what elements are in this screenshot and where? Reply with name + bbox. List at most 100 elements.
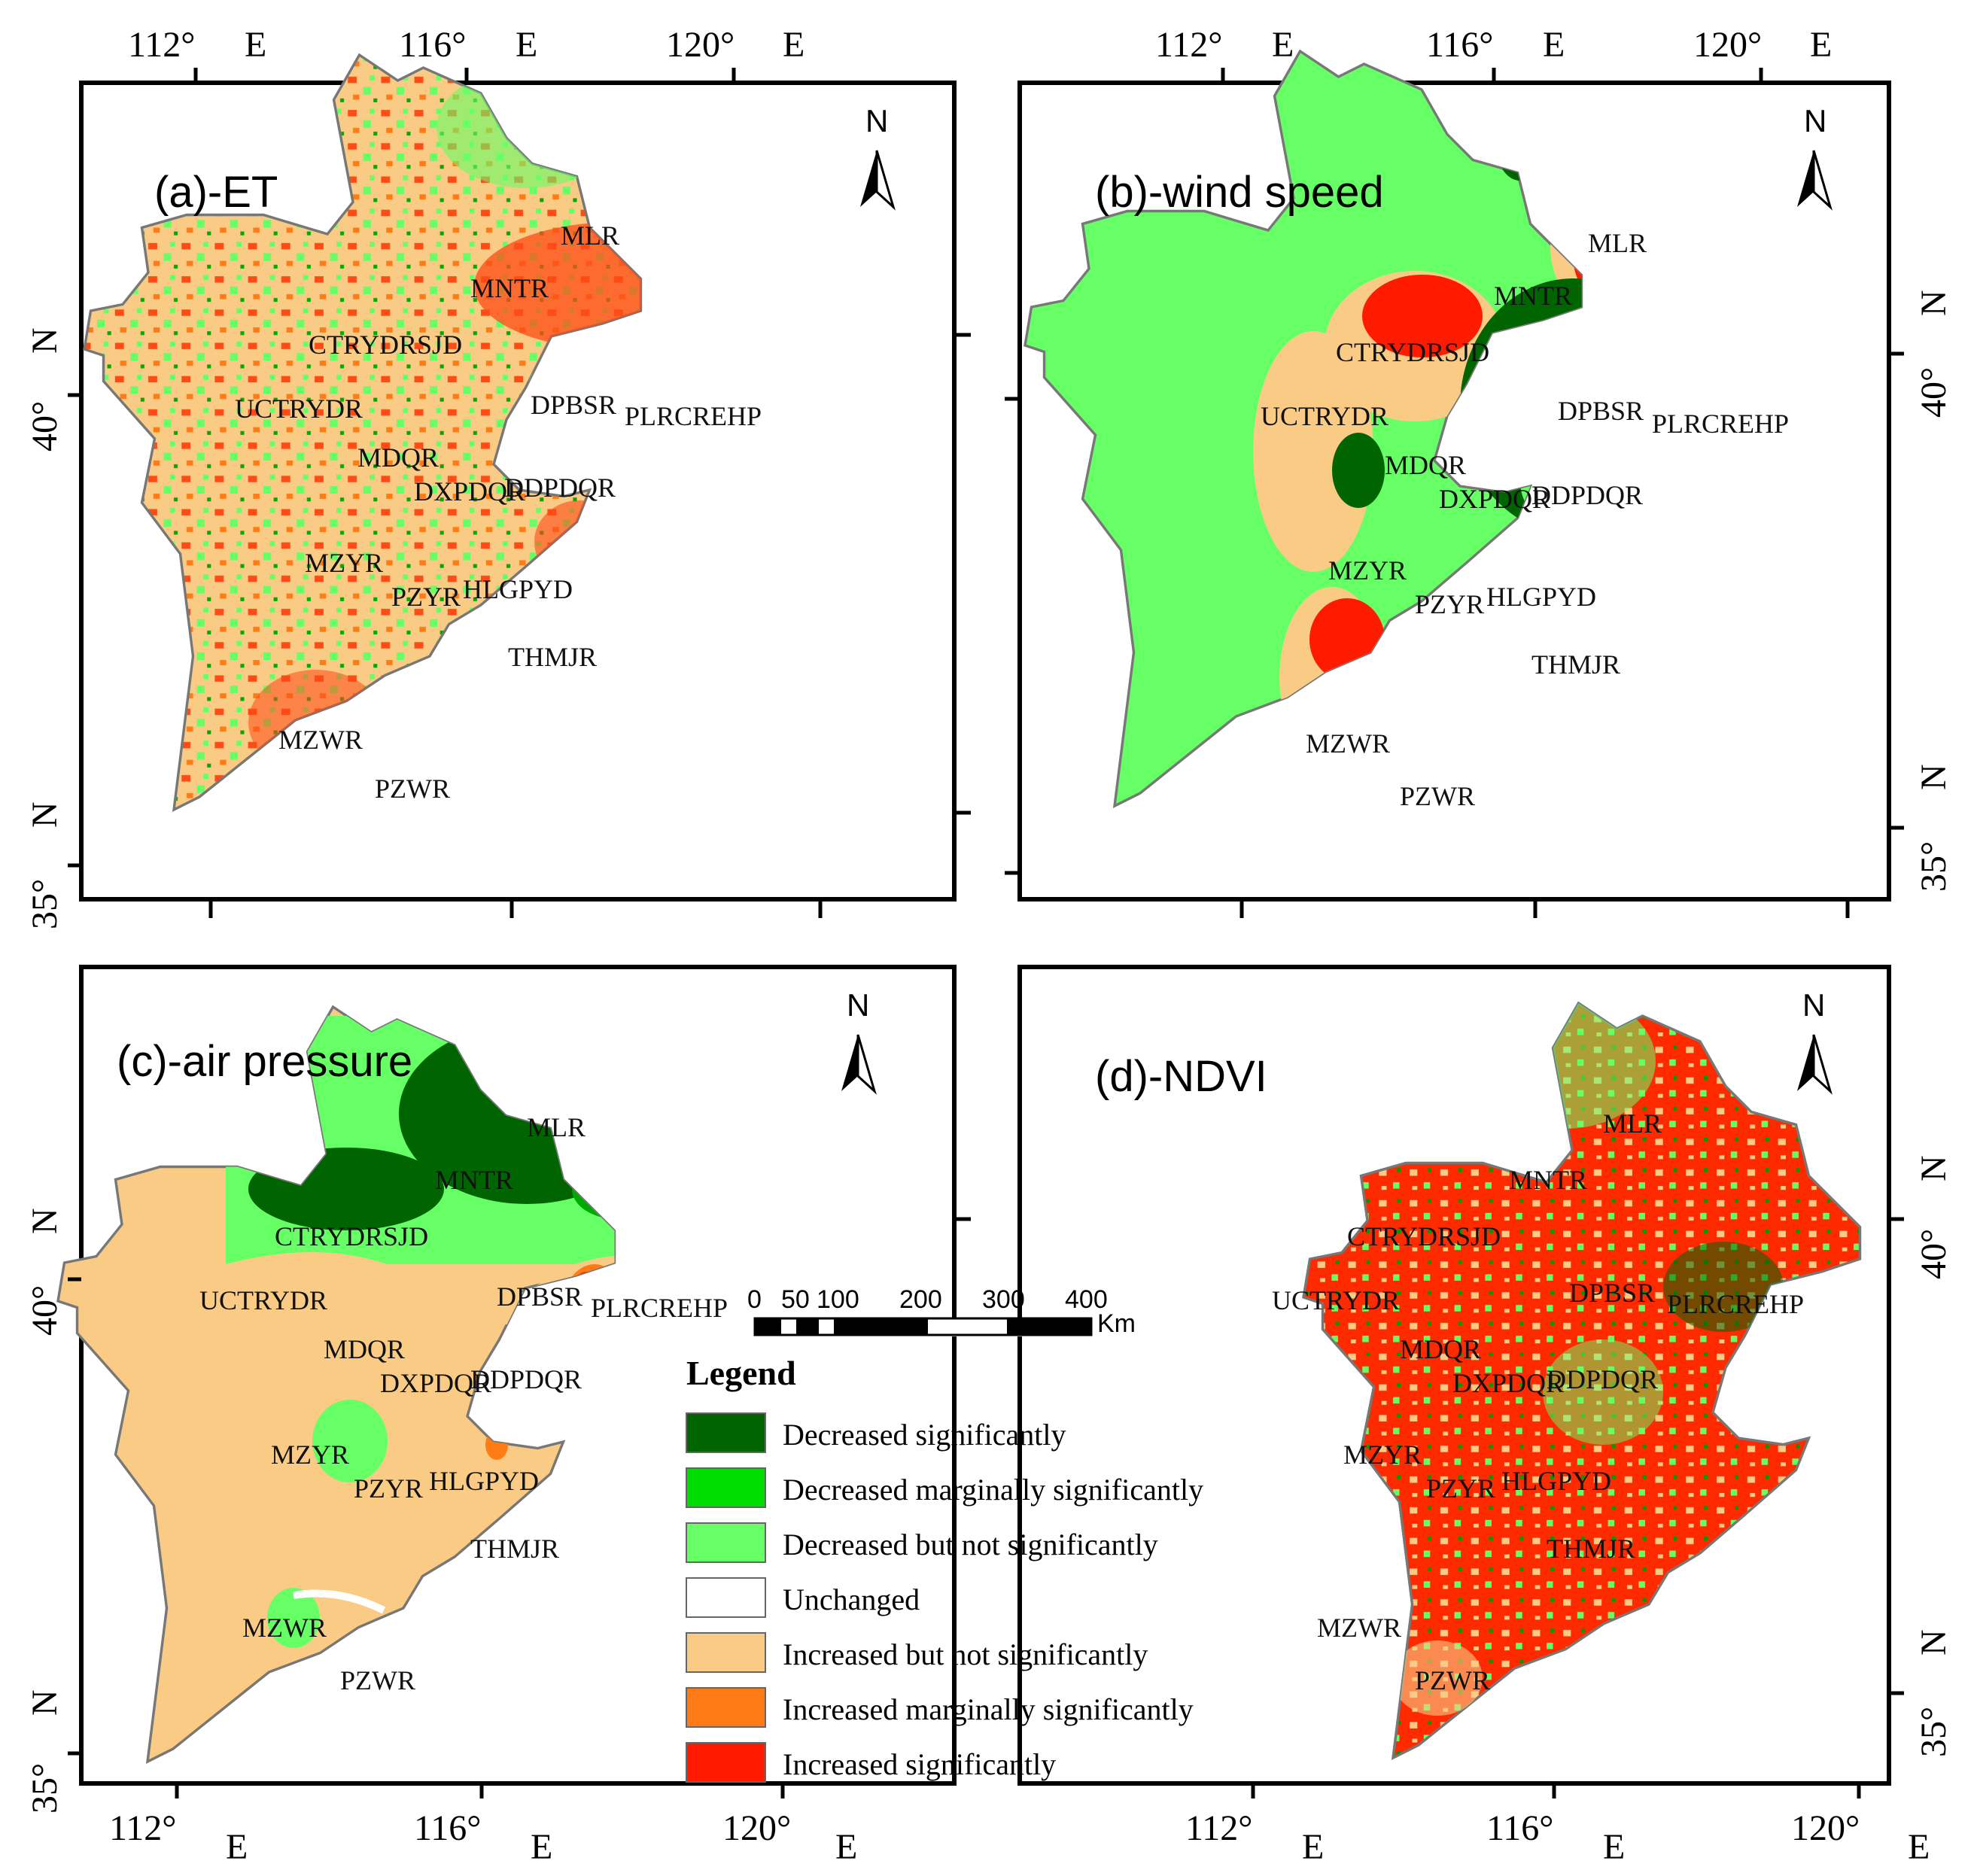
svg-text:MZWR: MZWR bbox=[242, 1613, 327, 1643]
panel-a-region-labels: MLR MNTR CTRYDRSJD UCTRYDR DPBSR PLRCREH… bbox=[235, 220, 762, 804]
svg-text:MZYR: MZYR bbox=[305, 548, 383, 578]
svg-text:UCTRYDR: UCTRYDR bbox=[1261, 401, 1388, 431]
svg-text:35°: 35° bbox=[1914, 841, 1954, 892]
svg-text:E: E bbox=[226, 1827, 248, 1867]
svg-text:MZYR: MZYR bbox=[271, 1440, 349, 1470]
svg-text:PZYR: PZYR bbox=[1415, 589, 1484, 619]
svg-text:Increased significantly: Increased significantly bbox=[783, 1747, 1056, 1781]
svg-text:DDPDQR: DDPDQR bbox=[470, 1364, 582, 1394]
svg-text:PLRCREHP: PLRCREHP bbox=[1652, 409, 1789, 439]
svg-text:MLR: MLR bbox=[1603, 1108, 1662, 1139]
svg-text:35°: 35° bbox=[25, 879, 65, 929]
svg-text:MDQR: MDQR bbox=[324, 1334, 405, 1364]
panel-b-title: (b)-wind speed bbox=[1095, 168, 1384, 217]
svg-text:E: E bbox=[1810, 25, 1832, 65]
scale-bar: 0 50 100 200 300 400 Km bbox=[747, 1285, 1136, 1338]
svg-text:THMJR: THMJR bbox=[1531, 649, 1620, 680]
svg-text:40°: 40° bbox=[1914, 1229, 1954, 1279]
svg-text:40°: 40° bbox=[1914, 367, 1954, 418]
svg-text:100: 100 bbox=[817, 1285, 859, 1314]
svg-text:Legend: Legend bbox=[686, 1354, 796, 1392]
svg-text:0: 0 bbox=[747, 1285, 762, 1314]
svg-text:200: 200 bbox=[899, 1285, 942, 1314]
svg-text:MZYR: MZYR bbox=[1328, 555, 1407, 585]
legend-item: Decreased significantly bbox=[686, 1412, 1066, 1453]
svg-text:116°: 116° bbox=[414, 1808, 481, 1848]
svg-text:CTRYDRSJD: CTRYDRSJD bbox=[1347, 1221, 1501, 1251]
legend: Legend Decreased significantly Decreased… bbox=[686, 1354, 1203, 1783]
svg-text:112°: 112° bbox=[128, 25, 195, 65]
legend-item: Increased significantly bbox=[686, 1742, 1056, 1783]
svg-text:DDPDQR: DDPDQR bbox=[1531, 480, 1643, 510]
svg-text:THMJR: THMJR bbox=[1547, 1534, 1635, 1564]
north-label: N bbox=[1802, 987, 1825, 1023]
svg-text:35°: 35° bbox=[1914, 1707, 1954, 1757]
svg-text:MZWR: MZWR bbox=[1317, 1613, 1401, 1643]
svg-text:120°: 120° bbox=[1693, 25, 1762, 65]
svg-text:MZYR: MZYR bbox=[1343, 1440, 1422, 1470]
svg-text:PZYR: PZYR bbox=[1426, 1473, 1495, 1504]
svg-text:N: N bbox=[1914, 290, 1954, 316]
panel-c-title: (c)-air pressure bbox=[117, 1037, 412, 1086]
svg-text:DXPDQR: DXPDQR bbox=[1439, 484, 1550, 514]
svg-text:HLGPYD: HLGPYD bbox=[463, 574, 573, 604]
svg-text:MZWR: MZWR bbox=[1306, 728, 1390, 759]
svg-text:40°: 40° bbox=[25, 401, 65, 452]
svg-text:THMJR: THMJR bbox=[508, 642, 597, 672]
svg-text:116°: 116° bbox=[399, 25, 466, 65]
svg-text:E: E bbox=[835, 1827, 857, 1867]
svg-text:112°: 112° bbox=[109, 1808, 176, 1848]
north-label: N bbox=[865, 103, 888, 138]
svg-text:MZWR: MZWR bbox=[278, 725, 363, 755]
svg-text:MNTR: MNTR bbox=[470, 273, 549, 303]
svg-text:N: N bbox=[25, 327, 65, 354]
svg-text:UCTRYDR: UCTRYDR bbox=[1272, 1285, 1400, 1315]
north-label: N bbox=[847, 987, 869, 1023]
panel-a-title: (a)-ET bbox=[154, 168, 278, 217]
svg-text:120°: 120° bbox=[1791, 1808, 1860, 1848]
panel-d-map bbox=[1302, 1002, 1862, 1759]
svg-text:MDQR: MDQR bbox=[1400, 1334, 1481, 1364]
svg-text:Decreased significantly: Decreased significantly bbox=[783, 1418, 1066, 1452]
panel-d-title: (d)-NDVI bbox=[1095, 1052, 1267, 1101]
svg-text:DPBSR: DPBSR bbox=[497, 1282, 582, 1312]
svg-text:E: E bbox=[1543, 25, 1565, 65]
svg-text:N: N bbox=[1914, 1155, 1954, 1181]
svg-text:HLGPYD: HLGPYD bbox=[1501, 1466, 1611, 1496]
svg-text:E: E bbox=[1603, 1827, 1625, 1867]
svg-text:MDQR: MDQR bbox=[1385, 450, 1466, 480]
svg-text:PZYR: PZYR bbox=[354, 1473, 423, 1504]
svg-text:HLGPYD: HLGPYD bbox=[429, 1466, 539, 1496]
panel-b-lon-labels: 112° E 116° E 120° E bbox=[1155, 25, 1832, 65]
svg-text:THMJR: THMJR bbox=[470, 1534, 559, 1564]
svg-text:DXPDQR: DXPDQR bbox=[380, 1368, 491, 1398]
svg-text:PZWR: PZWR bbox=[340, 1665, 415, 1695]
svg-text:400: 400 bbox=[1065, 1285, 1108, 1314]
panel-d-lon-labels: 112° E 116° E 120° E bbox=[1185, 1808, 1930, 1867]
svg-text:MNTR: MNTR bbox=[1509, 1165, 1587, 1195]
svg-text:CTRYDRSJD: CTRYDRSJD bbox=[1336, 337, 1489, 367]
panel-c-region-labels: MLR MNTR CTRYDRSJD UCTRYDR DPBSR PLRCREH… bbox=[199, 1112, 728, 1695]
right-lat-labels: 40° N 35° N 40° N 35° N bbox=[1914, 290, 1954, 1757]
svg-text:PZWR: PZWR bbox=[375, 774, 450, 804]
legend-item: Increased marginally significantly bbox=[686, 1687, 1194, 1728]
panel-b-region-labels: MLR MNTR CTRYDRSJD UCTRYDR DPBSR PLRCREH… bbox=[1261, 228, 1789, 811]
svg-text:HLGPYD: HLGPYD bbox=[1486, 582, 1596, 612]
north-label: N bbox=[1804, 103, 1826, 138]
svg-text:116°: 116° bbox=[1426, 25, 1493, 65]
svg-text:N: N bbox=[25, 1689, 65, 1716]
panel-a-lon-labels: 112° E 116° E 120° E bbox=[128, 25, 805, 65]
svg-text:40°: 40° bbox=[25, 1285, 65, 1336]
svg-text:Unchanged: Unchanged bbox=[783, 1583, 920, 1616]
svg-text:N: N bbox=[1914, 764, 1954, 790]
svg-text:E: E bbox=[516, 25, 537, 65]
svg-text:Decreased but not significantl: Decreased but not significantly bbox=[783, 1528, 1158, 1561]
svg-text:E: E bbox=[531, 1827, 552, 1867]
svg-text:E: E bbox=[1302, 1827, 1324, 1867]
svg-text:DXPDQR: DXPDQR bbox=[1452, 1368, 1564, 1398]
svg-text:MDQR: MDQR bbox=[357, 442, 439, 473]
svg-text:UCTRYDR: UCTRYDR bbox=[199, 1285, 327, 1315]
svg-text:Km: Km bbox=[1097, 1309, 1136, 1338]
svg-text:MNTR: MNTR bbox=[435, 1165, 513, 1195]
